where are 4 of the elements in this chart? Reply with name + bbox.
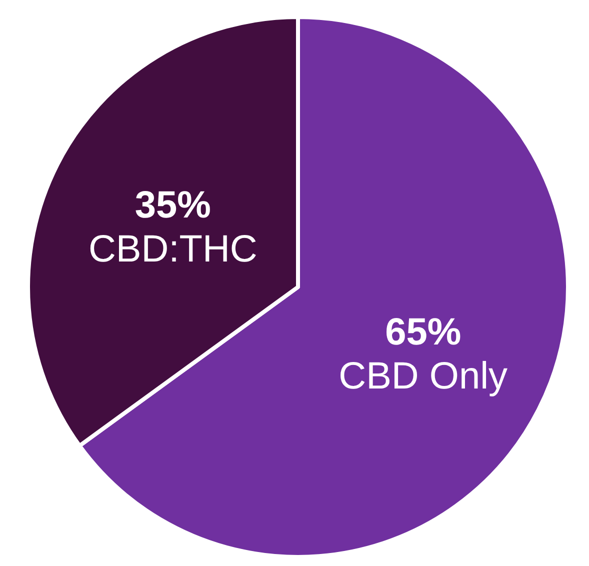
slice-label: CBD:THC — [88, 228, 258, 270]
slice-label: CBD Only — [338, 356, 508, 398]
data-label: 35% — [134, 184, 211, 226]
data-label: 65% — [385, 312, 462, 354]
